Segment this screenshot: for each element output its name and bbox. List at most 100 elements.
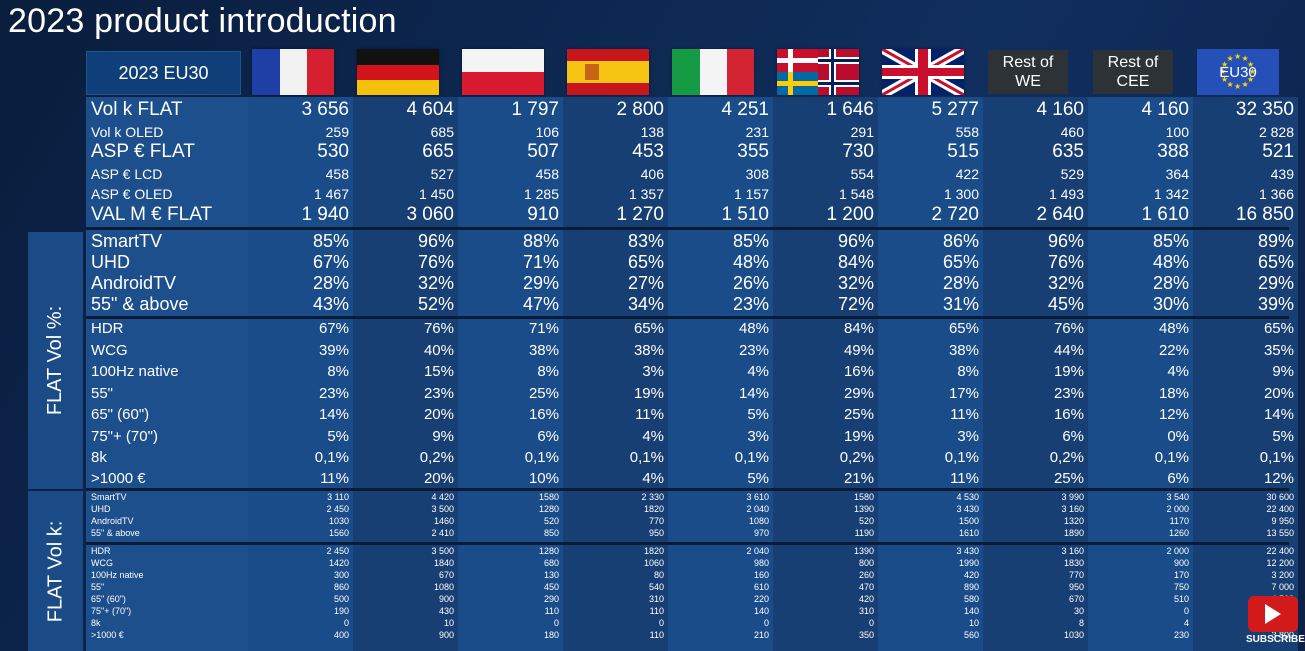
star-icon: ★ <box>1249 67 1257 76</box>
cell-value: 470 <box>858 582 874 592</box>
cell-value: 11% <box>635 406 664 423</box>
row-label: VAL M € FLAT <box>91 204 213 225</box>
cell-value: 140 <box>753 606 769 616</box>
cell-value: 32 350 <box>1235 99 1294 120</box>
cell-value: 83% <box>627 231 664 251</box>
table-row: SmartTV 3 110 4 420 1580 2 330 3 610 1580 4 530… <box>86 492 1294 505</box>
cell-value: 0,1% <box>314 449 349 466</box>
cell-value: 3% <box>957 428 979 445</box>
star-icon: ★ <box>1226 54 1234 63</box>
cell-value: 76% <box>417 252 454 272</box>
star-icon: ★ <box>1241 54 1249 63</box>
cell-value: 1320 <box>1063 516 1084 526</box>
cell-value: 850 <box>543 528 559 538</box>
row-label: 75"+ (70") <box>91 428 158 445</box>
cell-value: 72% <box>837 294 874 314</box>
flag-eu-icon: ★ ★ ★ ★ ★ ★ ★ ★ ★ ★ ★ ★ EU30 <box>1197 49 1279 95</box>
cell-value: 48% <box>738 320 769 337</box>
cell-value: 610 <box>753 582 769 592</box>
table-row: Vol k OLED 259 685 106 138 231 291 558 460 100 2 8… <box>86 124 1294 142</box>
cell-value: 2 828 <box>1258 124 1294 140</box>
cell-value: 1 940 <box>301 204 349 225</box>
row-label: Vol k FLAT <box>91 99 183 120</box>
cell-value: 21% <box>843 470 874 487</box>
cell-value: 0% <box>1167 428 1189 445</box>
cell-value: 860 <box>333 582 349 592</box>
cell-value: 800 <box>858 558 874 568</box>
table-row: ASP € LCD 458 527 458 406 308 554 422 529 364 439 <box>86 166 1294 184</box>
row-label: ASP € FLAT <box>91 141 195 162</box>
cell-value: 230 <box>1173 630 1189 640</box>
cell-value: 3 160 <box>1061 546 1084 556</box>
side-label-vol-pct-text: FLAT Vol %: <box>44 305 66 416</box>
cell-value: 300 <box>333 570 349 580</box>
cell-value: 388 <box>1157 141 1189 162</box>
cell-value: 65% <box>1263 320 1294 337</box>
cell-value: 0,1% <box>629 449 664 466</box>
table-row: >1000 € 11% 20% 10% 4% 5% 21% 11% 25% 6% 12% <box>86 470 1294 489</box>
cell-value: 910 <box>527 204 559 225</box>
cell-value: 4 160 <box>1036 99 1084 120</box>
cell-value: 2 410 <box>431 528 454 538</box>
cell-value: 1990 <box>958 558 979 568</box>
row-label: >1000 € <box>91 470 146 487</box>
subscribe-button[interactable]: SUBSCRIBE <box>1246 596 1305 648</box>
cell-value: 685 <box>430 124 454 140</box>
cell-value: 88% <box>522 231 559 251</box>
cell-value: 308 <box>745 166 769 182</box>
cell-value: 510 <box>1173 594 1189 604</box>
table-row: 100Hz native 300 670 130 80 160 260 420 770 170 3 … <box>86 570 1294 583</box>
region-rest-cee: Rest of CEE <box>1093 50 1173 94</box>
cell-value: 130 <box>543 570 559 580</box>
cell-value: 1 366 <box>1258 186 1294 202</box>
cell-value: 89% <box>1257 231 1294 251</box>
cell-value: 521 <box>1262 141 1294 162</box>
cell-value: 770 <box>648 516 664 526</box>
cell-value: 1170 <box>1169 516 1189 526</box>
cell-value: 0,1% <box>734 449 769 466</box>
cell-value: 1030 <box>328 516 349 526</box>
cell-value: 71% <box>522 252 559 272</box>
table-row: ASP € OLED 1 467 1 450 1 285 1 357 1 157 1 548… <box>86 186 1294 204</box>
cell-value: 0,2% <box>419 449 454 466</box>
cell-value: 80 <box>653 570 664 580</box>
column-bg <box>248 97 353 651</box>
star-icon: ★ <box>1219 67 1227 76</box>
cell-value: 554 <box>850 166 874 182</box>
section-divider <box>86 316 1289 319</box>
cell-value: 4 604 <box>406 99 454 120</box>
cell-value: 900 <box>438 630 454 640</box>
cell-value: 85% <box>312 231 349 251</box>
row-label: HDR <box>91 546 111 556</box>
cell-value: 22 400 <box>1266 546 1294 556</box>
cell-value: 106 <box>535 124 559 140</box>
region-rest-cee-line2: CEE <box>1116 73 1150 90</box>
star-icon: ★ <box>1234 52 1242 61</box>
cell-value: 1280 <box>538 504 559 514</box>
region-rest-we-line1: Rest of <box>1002 54 1054 71</box>
cell-value: 86% <box>942 231 979 251</box>
cell-value: 8% <box>957 363 979 380</box>
cell-value: 220 <box>753 594 769 604</box>
column-bg <box>668 97 773 651</box>
table-row: HDR 2 450 3 500 1280 1820 2 040 1390 3 430 3 160… <box>86 546 1294 559</box>
row-label: ASP € OLED <box>91 186 173 202</box>
cell-value: 1 357 <box>628 186 664 202</box>
cell-value: 291 <box>850 124 874 140</box>
cell-value: 2 720 <box>931 204 979 225</box>
cell-value: 670 <box>438 570 454 580</box>
cell-value: 26% <box>732 273 769 293</box>
cell-value: 11% <box>320 470 349 487</box>
cell-value: 11% <box>950 406 979 423</box>
cell-value: 65% <box>1257 252 1294 272</box>
table-row: WCG 39% 40% 38% 38% 23% 49% 38% 44% 22% 35% <box>86 342 1294 361</box>
cell-value: 8% <box>537 363 559 380</box>
flag-poland-icon <box>462 49 544 95</box>
cell-value: 460 <box>1060 124 1084 140</box>
cell-value: 350 <box>858 630 874 640</box>
cell-value: 48% <box>1152 252 1189 272</box>
label-column-bg <box>86 97 248 651</box>
star-icon: ★ <box>1241 79 1249 89</box>
cell-value: 71% <box>528 320 559 337</box>
cell-value: 180 <box>543 630 559 640</box>
